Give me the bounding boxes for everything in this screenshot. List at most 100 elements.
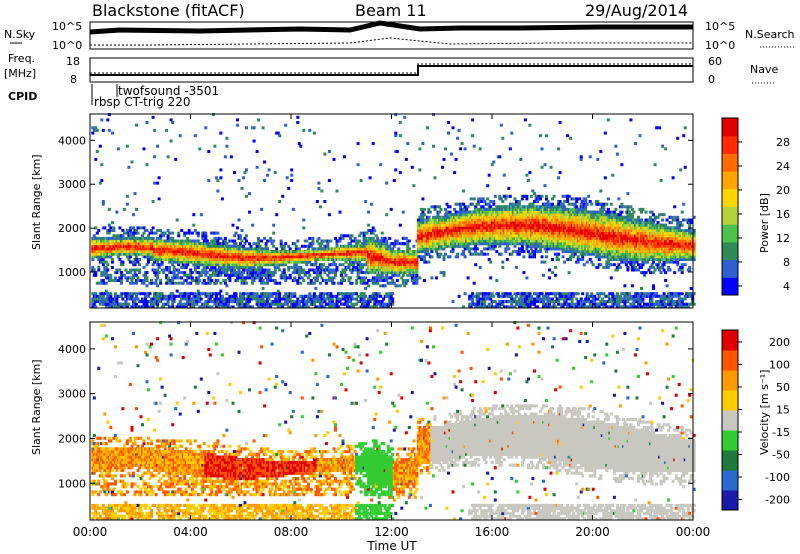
range-gate-cell xyxy=(334,271,337,275)
range-gate-cell xyxy=(287,244,291,248)
range-gate-cell xyxy=(156,236,160,240)
range-gate-cell xyxy=(204,281,208,285)
range-gate-cell xyxy=(329,239,333,243)
range-gate-cell xyxy=(395,150,399,153)
range-gate-cell xyxy=(115,271,119,275)
range-gate-cell xyxy=(511,242,515,246)
range-gate-cell xyxy=(463,244,467,248)
range-gate-cell xyxy=(478,297,482,301)
range-gate-cell xyxy=(352,265,356,269)
range-gate-cell xyxy=(196,265,200,269)
range-gate-cell xyxy=(153,155,157,159)
range-gate-cell xyxy=(487,302,491,306)
range-gate-cell xyxy=(177,231,181,235)
range-gate-cell xyxy=(239,234,242,238)
range-gate-cell xyxy=(275,213,279,217)
range-gate-cell xyxy=(469,294,473,298)
range-gate-cell xyxy=(529,247,533,251)
range-gate-cell xyxy=(343,155,346,159)
range-gate-cell xyxy=(349,242,352,246)
range-gate-cell xyxy=(504,250,508,254)
range-gate-cell xyxy=(269,236,273,240)
range-gate-cell xyxy=(150,279,153,282)
range-gate-cell xyxy=(240,281,244,285)
range-gate-cell xyxy=(106,263,110,267)
range-gate-cell xyxy=(355,265,359,269)
range-gate-cell xyxy=(142,292,146,296)
range-gate-cell xyxy=(234,242,238,246)
range-gate-cell xyxy=(150,305,153,309)
range-gate-cell xyxy=(326,294,330,298)
range-gate-cell xyxy=(245,281,248,285)
range-gate-cell xyxy=(115,300,119,304)
range-gate-cell xyxy=(177,271,181,275)
range-gate-cell xyxy=(278,268,282,272)
range-gate-cell xyxy=(451,126,455,130)
range-gate-cell xyxy=(225,144,229,148)
range-gate-cell xyxy=(340,279,343,282)
range-gate-cell xyxy=(370,231,374,235)
range-gate-cell xyxy=(245,194,248,198)
range-gate-cell xyxy=(125,305,129,309)
range-gate-cell xyxy=(398,134,402,138)
range-gate-cell xyxy=(528,171,532,175)
range-gate-cell xyxy=(330,294,334,298)
range-gate-cell xyxy=(190,292,194,296)
nave-label: Nave xyxy=(750,63,778,76)
range-gate-cell xyxy=(204,234,208,238)
range-gate-cell xyxy=(412,184,416,188)
range-gate-cell xyxy=(382,297,386,301)
range-gate-cell xyxy=(415,273,419,277)
range-gate-cell xyxy=(263,160,267,164)
range-gate-cell xyxy=(150,250,153,254)
range-gate-cell xyxy=(392,281,396,285)
range-gate-cell xyxy=(374,300,378,304)
range-gate-cell xyxy=(430,247,434,251)
range-gate-cell xyxy=(492,200,496,203)
range-gate-cell xyxy=(450,152,453,156)
range-gate-cell xyxy=(184,305,188,309)
range-gate-cell xyxy=(522,271,526,275)
range-gate-cell xyxy=(196,234,200,238)
range-gate-cell xyxy=(419,207,423,211)
range-gate-cell xyxy=(380,231,384,235)
range-gate-cell xyxy=(210,263,214,267)
range-gate-cell xyxy=(517,202,521,206)
range-gate-cell xyxy=(306,247,310,251)
range-gate-cell xyxy=(486,184,490,188)
range-gate-cell xyxy=(350,297,354,301)
range-gate-cell xyxy=(136,276,140,280)
range-gate-cell xyxy=(272,239,276,243)
range-gate-cell xyxy=(481,197,485,201)
range-gate-cell xyxy=(207,150,211,153)
range-gate-cell xyxy=(311,242,315,246)
range-gate-cell xyxy=(116,147,120,151)
range-gate-cell xyxy=(406,142,410,146)
range-gate-cell xyxy=(245,234,248,238)
nsearch-label: N.Search xyxy=(745,28,795,41)
range-gate-cell xyxy=(340,273,343,277)
range-gate-cell xyxy=(128,229,132,232)
range-gate-cell xyxy=(451,229,455,232)
range-gate-cell xyxy=(145,279,149,282)
range-gate-cell xyxy=(335,294,339,298)
range-gate-cell xyxy=(285,302,289,306)
range-gate-cell xyxy=(361,300,365,304)
range-gate-cell xyxy=(510,302,514,306)
range-gate-cell xyxy=(226,268,230,272)
freq-label: Freq. xyxy=(8,52,35,65)
range-gate-cell xyxy=(109,273,113,277)
range-gate-cell xyxy=(365,281,369,285)
range-gate-cell xyxy=(248,242,251,246)
range-gate-cell xyxy=(312,131,316,135)
range-gate-cell xyxy=(228,305,232,309)
range-gate-cell xyxy=(168,265,172,269)
range-gate-cell xyxy=(430,255,434,259)
range-gate-cell xyxy=(216,300,220,304)
range-gate-cell xyxy=(97,268,101,272)
range-gate-cell xyxy=(97,229,101,232)
range-gate-cell xyxy=(385,213,389,217)
range-gate-cell xyxy=(269,276,273,280)
range-gate-cell xyxy=(278,134,282,138)
range-gate-cell xyxy=(330,297,334,301)
